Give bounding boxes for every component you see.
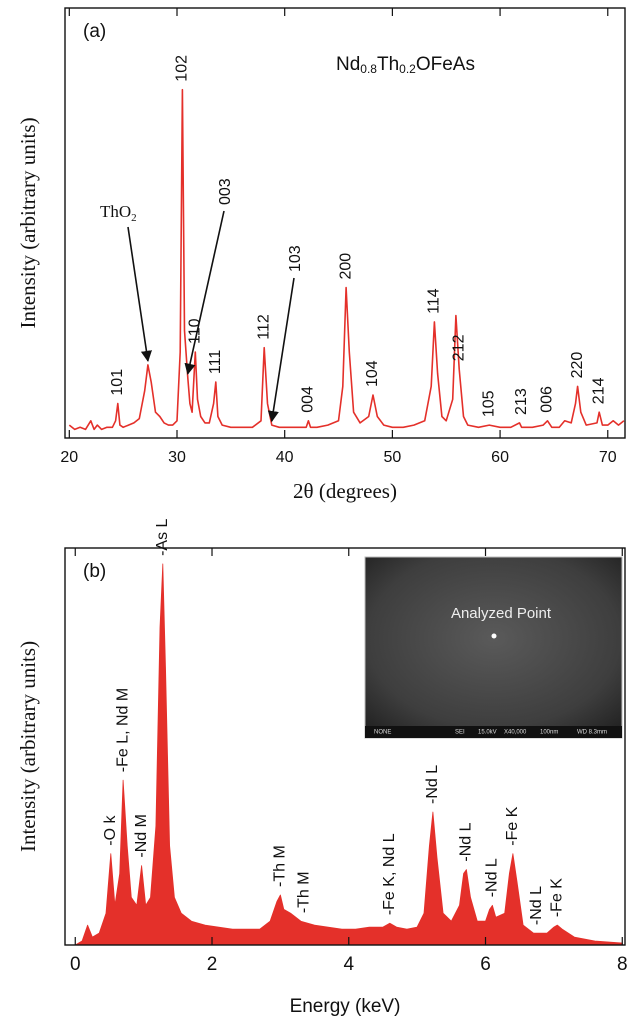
- arrow-label-part: 003: [217, 178, 234, 205]
- peak-label: -Fe K, Nd L: [381, 833, 398, 915]
- inset-footer: 100nm: [540, 730, 558, 736]
- x-tick-label: 40: [276, 449, 294, 466]
- sem-image: [365, 557, 622, 738]
- arrow-label-part: ThO: [100, 202, 131, 221]
- x-axis-label: 2θ (degrees): [293, 479, 397, 503]
- peak-label: 112: [255, 314, 272, 340]
- formula-sub: 0.8: [360, 62, 377, 76]
- peak-label: 213: [513, 388, 530, 415]
- peak-label: 212: [450, 334, 467, 361]
- inset-image: Analyzed Point NONE SEI 15.0kV X40,000 1…: [365, 557, 622, 738]
- x-tick-label: 6: [480, 954, 491, 975]
- inset-footer: WD 8.3mm: [577, 730, 607, 736]
- page: {"chart_data": [ {"type": "line", "panel…: [0, 0, 629, 1026]
- arrow: [272, 278, 294, 421]
- peak-label: -Th M: [296, 871, 313, 913]
- inset-label: Analyzed Point: [451, 605, 552, 622]
- arrow-label: 103: [287, 245, 304, 272]
- panel-label: (a): [83, 21, 106, 42]
- x-tick-label: 30: [168, 449, 186, 466]
- x-tick-label: 8: [617, 954, 628, 975]
- peak-label: -Nd L: [424, 765, 441, 804]
- arrow: [188, 211, 224, 374]
- x-tick-label: 0: [70, 954, 81, 975]
- peak-label: 111: [207, 350, 224, 374]
- arrow-label-part: 2: [131, 212, 137, 224]
- peak-label: -Nd L: [458, 822, 475, 861]
- formula: Nd0.8Th0.2OFeAs: [336, 54, 475, 76]
- arrow: [128, 227, 148, 361]
- peak-label: -Nd M: [133, 814, 150, 858]
- peak-label: 104: [364, 360, 381, 387]
- x-axis-label: Energy (keV): [290, 996, 401, 1017]
- peak-label: 114: [426, 288, 443, 314]
- arrow-label: ThO2: [100, 202, 137, 224]
- inset-footer: X40,000: [504, 730, 527, 736]
- peak-label: -Nd L: [484, 858, 501, 897]
- y-axis-label: Intensity (arbitrary units): [16, 641, 40, 852]
- peak-label: 101: [109, 369, 126, 396]
- x-tick-label: 70: [599, 449, 617, 466]
- formula-sub: 0.2: [399, 62, 416, 76]
- formula-part: Nd: [336, 54, 360, 75]
- inset-footer: SEI: [455, 730, 465, 736]
- peak-label: 105: [481, 390, 498, 417]
- peak-label: -Fe K: [549, 878, 566, 917]
- analyzed-point: [492, 634, 497, 639]
- figure: (a) Nd0.8Th0.2OFeAs (b) Analyzed Point N…: [0, 0, 629, 1026]
- peak-label: 214: [590, 377, 607, 404]
- x-tick-label: 20: [60, 449, 78, 466]
- formula-part: Th: [377, 54, 399, 75]
- inset-footer: NONE: [374, 730, 391, 736]
- peak-label: 006: [539, 386, 556, 413]
- y-axis-label: Intensity (arbitrary units): [16, 117, 40, 328]
- peak-label: -Nd L: [528, 886, 545, 925]
- peak-label: -Th M: [272, 845, 289, 887]
- x-tick-label: 2: [207, 954, 218, 975]
- peak-label: 220: [569, 352, 586, 379]
- arrow-label: 003: [217, 178, 234, 205]
- panel-label: (b): [83, 561, 106, 582]
- peak-label: -Fe K: [504, 806, 521, 845]
- inset-footer: 15.0kV: [478, 730, 497, 736]
- peak-label: -O k: [102, 814, 119, 845]
- peak-label: -As L: [154, 518, 171, 555]
- arrow-label-part: 103: [287, 245, 304, 272]
- peak-label: 102: [174, 55, 191, 82]
- peak-label: 200: [337, 253, 354, 280]
- peak-label: 004: [300, 386, 317, 413]
- peak-label: -Fe L, Nd M: [114, 688, 131, 772]
- x-tick-label: 4: [343, 954, 354, 975]
- x-tick-label: 50: [383, 449, 401, 466]
- x-tick-label: 60: [491, 449, 509, 466]
- formula-part: OFeAs: [416, 54, 475, 75]
